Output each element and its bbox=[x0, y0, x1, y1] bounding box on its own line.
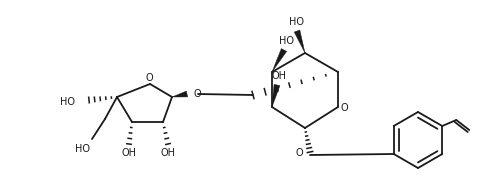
Polygon shape bbox=[294, 30, 305, 53]
Text: O: O bbox=[340, 103, 347, 113]
Text: HO: HO bbox=[74, 144, 89, 154]
Text: O: O bbox=[295, 148, 303, 158]
Polygon shape bbox=[271, 49, 286, 72]
Text: HO: HO bbox=[278, 36, 293, 46]
Polygon shape bbox=[271, 84, 279, 107]
Text: HO: HO bbox=[289, 17, 304, 27]
Polygon shape bbox=[172, 91, 187, 97]
Text: OH: OH bbox=[271, 71, 286, 81]
Text: OH: OH bbox=[121, 148, 136, 158]
Text: O: O bbox=[145, 73, 153, 83]
Text: HO: HO bbox=[60, 97, 75, 107]
Text: O: O bbox=[194, 89, 201, 99]
Text: OH: OH bbox=[160, 148, 175, 158]
